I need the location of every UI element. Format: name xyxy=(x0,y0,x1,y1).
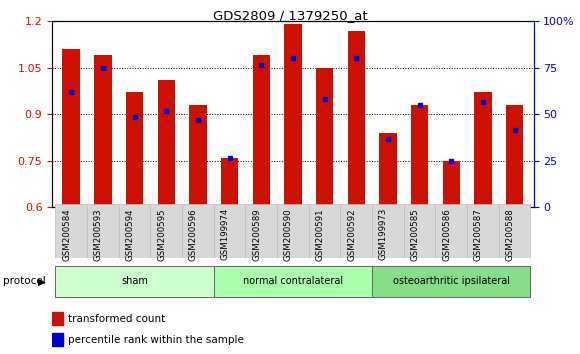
FancyBboxPatch shape xyxy=(213,266,372,297)
Text: osteoarthritic ipsilateral: osteoarthritic ipsilateral xyxy=(393,276,510,286)
Text: GSM200584: GSM200584 xyxy=(62,208,71,261)
Bar xyxy=(411,105,428,207)
Bar xyxy=(277,204,309,258)
Text: GSM200586: GSM200586 xyxy=(443,208,451,261)
Bar xyxy=(126,92,143,207)
Bar xyxy=(316,68,334,207)
Bar xyxy=(506,105,523,207)
Bar xyxy=(94,55,111,207)
Text: protocol: protocol xyxy=(3,276,46,286)
Text: transformed count: transformed count xyxy=(68,314,165,324)
Bar xyxy=(87,204,119,258)
Bar xyxy=(467,204,499,258)
Text: GSM200587: GSM200587 xyxy=(474,208,483,261)
Bar xyxy=(182,204,213,258)
Bar xyxy=(284,24,302,207)
Text: percentile rank within the sample: percentile rank within the sample xyxy=(68,335,244,345)
Bar xyxy=(474,92,492,207)
Bar xyxy=(443,161,460,207)
Text: GDS2809 / 1379250_at: GDS2809 / 1379250_at xyxy=(213,9,367,22)
Bar xyxy=(252,55,270,207)
Text: GSM200585: GSM200585 xyxy=(411,208,419,261)
Text: ▶: ▶ xyxy=(38,276,45,286)
Text: GSM200594: GSM200594 xyxy=(125,208,135,261)
Bar xyxy=(347,30,365,207)
Text: GSM199973: GSM199973 xyxy=(379,208,388,260)
Text: normal contralateral: normal contralateral xyxy=(243,276,343,286)
Bar xyxy=(189,105,206,207)
Text: GSM200590: GSM200590 xyxy=(284,208,293,261)
Bar xyxy=(245,204,277,258)
Text: GSM200595: GSM200595 xyxy=(157,208,166,261)
Bar xyxy=(404,204,436,258)
Bar xyxy=(52,312,63,325)
Bar xyxy=(150,204,182,258)
Text: GSM200588: GSM200588 xyxy=(506,208,514,261)
Text: GSM200593: GSM200593 xyxy=(94,208,103,261)
Text: GSM200591: GSM200591 xyxy=(316,208,325,261)
FancyBboxPatch shape xyxy=(372,266,531,297)
Bar xyxy=(119,204,150,258)
Bar xyxy=(55,204,87,258)
Bar xyxy=(309,204,340,258)
Bar xyxy=(499,204,531,258)
Bar xyxy=(52,333,63,346)
Text: GSM200596: GSM200596 xyxy=(189,208,198,261)
Text: GSM199974: GSM199974 xyxy=(220,208,230,260)
Bar xyxy=(221,158,238,207)
Text: GSM200589: GSM200589 xyxy=(252,208,261,261)
Bar xyxy=(340,204,372,258)
Bar xyxy=(213,204,245,258)
Bar xyxy=(372,204,404,258)
Bar xyxy=(379,133,397,207)
Bar xyxy=(158,80,175,207)
Bar xyxy=(63,49,80,207)
FancyBboxPatch shape xyxy=(55,266,213,297)
Bar xyxy=(436,204,467,258)
Text: GSM200592: GSM200592 xyxy=(347,208,356,261)
Text: sham: sham xyxy=(121,276,148,286)
